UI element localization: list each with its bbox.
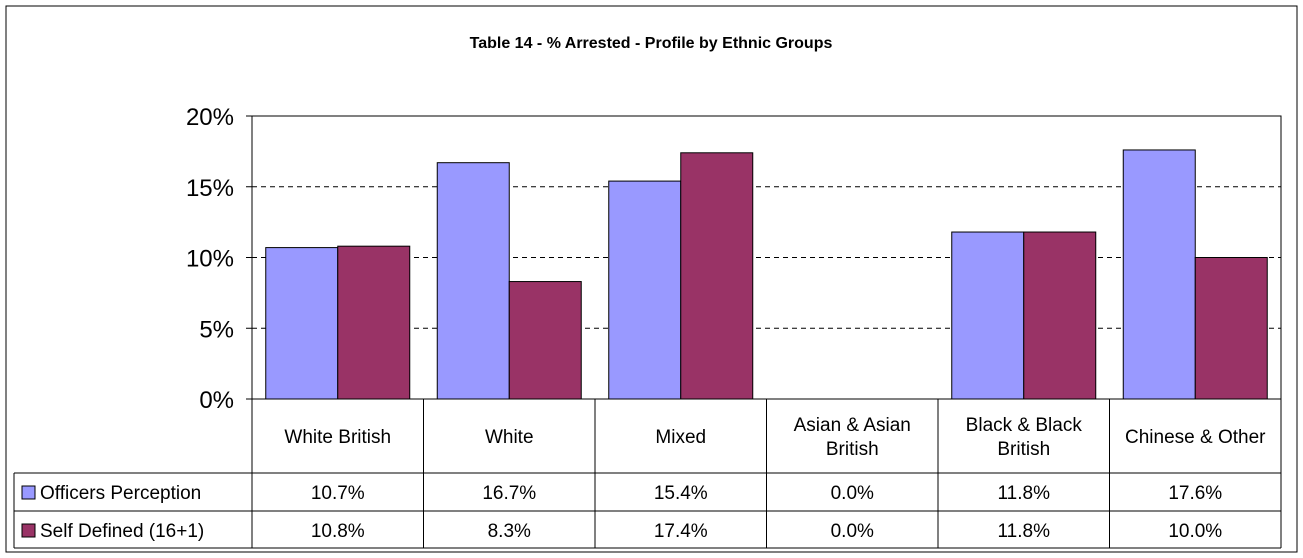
category-label: Chinese & Other xyxy=(1125,427,1266,448)
category-label: Mixed xyxy=(655,427,706,448)
data-value: 0.0% xyxy=(831,521,874,542)
y-axis: 0% 5% 10% 15% 20% xyxy=(186,104,252,414)
y-tick-label: 10% xyxy=(186,246,234,273)
data-value: 16.7% xyxy=(482,483,536,504)
y-tick-label: 5% xyxy=(199,316,234,343)
data-value: 15.4% xyxy=(654,483,708,504)
legend-label: Self Defined (16+1) xyxy=(40,521,204,542)
bar-officers-perception xyxy=(265,247,339,400)
data-value: 10.8% xyxy=(311,521,365,542)
data-value: 17.4% xyxy=(654,521,708,542)
data-value: 8.3% xyxy=(488,521,531,542)
legend-label: Officers Perception xyxy=(40,483,201,504)
bar-self-defined xyxy=(1023,231,1097,400)
gridlines xyxy=(251,115,1282,400)
data-value: 10.7% xyxy=(311,483,365,504)
data-value: 11.8% xyxy=(998,521,1051,542)
y-tick-label: 0% xyxy=(199,387,234,414)
bar-self-defined xyxy=(508,281,582,400)
y-tick-label: 20% xyxy=(186,104,234,131)
legend-key xyxy=(21,523,36,538)
category-label: White British xyxy=(284,427,391,448)
data-value: 11.8% xyxy=(998,483,1051,504)
bar-officers-perception xyxy=(608,180,682,400)
category-label: Asian & Asian xyxy=(794,415,911,436)
bar-officers-perception xyxy=(951,231,1025,400)
bar-officers-perception xyxy=(436,162,510,400)
bar-self-defined xyxy=(1194,257,1268,400)
y-tick-label: 15% xyxy=(186,175,234,202)
bar-self-defined xyxy=(337,245,411,400)
category-label: British xyxy=(997,439,1050,460)
bar-self-defined xyxy=(680,152,754,400)
data-value: 10.0% xyxy=(1168,521,1222,542)
category-label: Black & Black xyxy=(966,415,1083,436)
data-value: 0.0% xyxy=(831,483,874,504)
bar-officers-perception xyxy=(1122,149,1196,400)
chart-title: Table 14 - % Arrested - Profile by Ethni… xyxy=(470,35,833,52)
bars xyxy=(265,149,1268,400)
category-label: British xyxy=(826,439,879,460)
category-label: White xyxy=(485,427,534,448)
legend-key xyxy=(21,485,36,500)
data-table: White British White Mixed Asian & Asian Brit… xyxy=(13,399,1282,549)
data-value: 17.6% xyxy=(1168,483,1222,504)
